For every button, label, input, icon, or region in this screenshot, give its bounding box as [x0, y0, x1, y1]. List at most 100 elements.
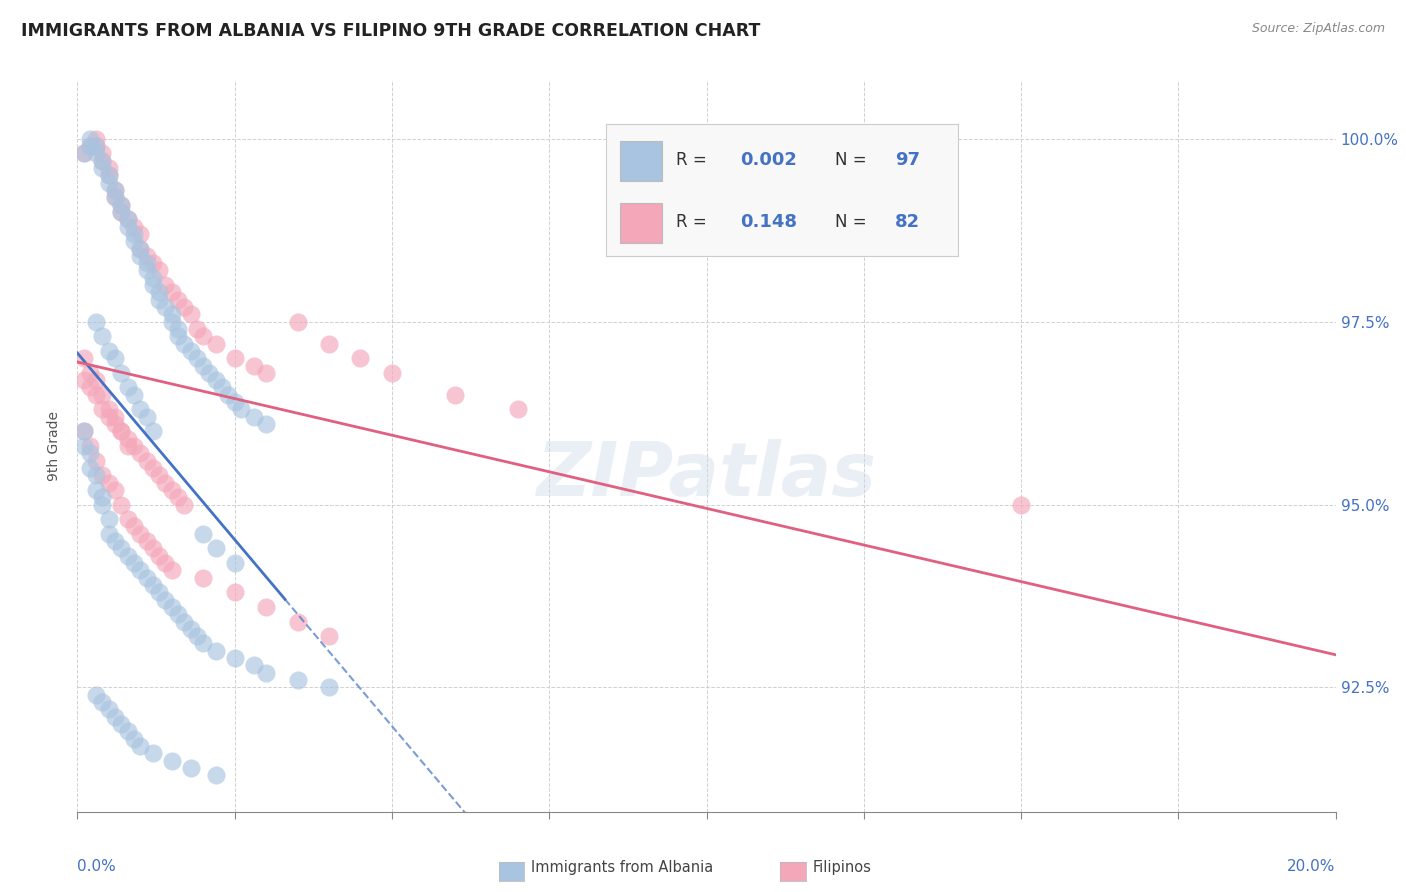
- Point: [129, 739, 152, 753]
- Text: N =: N =: [835, 151, 866, 169]
- Point: [204, 541, 226, 556]
- Point: [104, 351, 127, 366]
- Point: [155, 556, 177, 570]
- Point: [242, 658, 264, 673]
- Point: [129, 242, 152, 256]
- Text: 0.148: 0.148: [740, 212, 797, 231]
- Point: [97, 169, 120, 183]
- Point: [229, 402, 252, 417]
- Point: [122, 519, 145, 533]
- Point: [180, 761, 202, 775]
- Point: [135, 249, 157, 263]
- Point: [148, 585, 170, 599]
- Point: [242, 409, 264, 424]
- Point: [142, 578, 165, 592]
- Text: 20.0%: 20.0%: [1288, 859, 1336, 874]
- Point: [191, 526, 215, 541]
- Text: R =: R =: [676, 212, 707, 231]
- Point: [91, 329, 114, 343]
- Point: [167, 607, 190, 622]
- Point: [79, 139, 101, 153]
- Point: [135, 534, 157, 549]
- Point: [84, 132, 107, 146]
- Point: [72, 439, 94, 453]
- Point: [91, 153, 114, 168]
- Point: [79, 366, 101, 380]
- Point: [254, 665, 277, 680]
- Point: [122, 388, 145, 402]
- Point: [117, 219, 139, 234]
- Point: [148, 263, 170, 277]
- Point: [97, 343, 120, 358]
- Point: [318, 336, 340, 351]
- Point: [117, 212, 139, 227]
- Point: [79, 439, 101, 453]
- Point: [198, 366, 221, 380]
- Point: [97, 402, 120, 417]
- Text: 82: 82: [894, 212, 920, 231]
- Point: [129, 402, 152, 417]
- Point: [110, 197, 132, 211]
- Point: [129, 526, 152, 541]
- Point: [129, 563, 152, 577]
- Point: [160, 285, 183, 300]
- Point: [186, 322, 208, 336]
- Point: [254, 599, 277, 614]
- Point: [84, 139, 107, 153]
- Point: [224, 351, 246, 366]
- Point: [204, 373, 226, 387]
- Point: [91, 161, 114, 175]
- Point: [104, 483, 127, 497]
- Point: [122, 439, 145, 453]
- Point: [224, 556, 246, 570]
- Text: IMMIGRANTS FROM ALBANIA VS FILIPINO 9TH GRADE CORRELATION CHART: IMMIGRANTS FROM ALBANIA VS FILIPINO 9TH …: [21, 22, 761, 40]
- Point: [142, 461, 165, 475]
- Point: [91, 498, 114, 512]
- Point: [97, 475, 120, 490]
- Point: [155, 475, 177, 490]
- Point: [129, 227, 152, 241]
- Point: [160, 754, 183, 768]
- Point: [129, 249, 152, 263]
- Point: [91, 468, 114, 483]
- Point: [173, 336, 195, 351]
- Point: [117, 432, 139, 446]
- Point: [148, 468, 170, 483]
- Point: [117, 212, 139, 227]
- Point: [142, 270, 165, 285]
- Point: [1010, 498, 1032, 512]
- Point: [72, 146, 94, 161]
- Point: [84, 483, 107, 497]
- Point: [110, 205, 132, 219]
- Point: [160, 483, 183, 497]
- Point: [122, 234, 145, 248]
- Point: [224, 585, 246, 599]
- Point: [117, 512, 139, 526]
- Text: R =: R =: [676, 151, 707, 169]
- Point: [186, 351, 208, 366]
- Point: [142, 541, 165, 556]
- Point: [97, 526, 120, 541]
- Text: Source: ZipAtlas.com: Source: ZipAtlas.com: [1251, 22, 1385, 36]
- Point: [204, 644, 226, 658]
- Text: 0.002: 0.002: [740, 151, 797, 169]
- Point: [79, 139, 101, 153]
- Point: [110, 366, 132, 380]
- Point: [155, 592, 177, 607]
- Point: [180, 343, 202, 358]
- Point: [122, 556, 145, 570]
- Point: [506, 402, 529, 417]
- Point: [142, 256, 165, 270]
- Point: [104, 183, 127, 197]
- Point: [287, 315, 309, 329]
- Point: [381, 366, 404, 380]
- Point: [104, 534, 127, 549]
- Point: [148, 549, 170, 563]
- Point: [173, 300, 195, 314]
- Point: [97, 161, 120, 175]
- Point: [84, 315, 107, 329]
- Point: [104, 183, 127, 197]
- Point: [91, 490, 114, 504]
- Bar: [620, 141, 662, 181]
- Point: [84, 146, 107, 161]
